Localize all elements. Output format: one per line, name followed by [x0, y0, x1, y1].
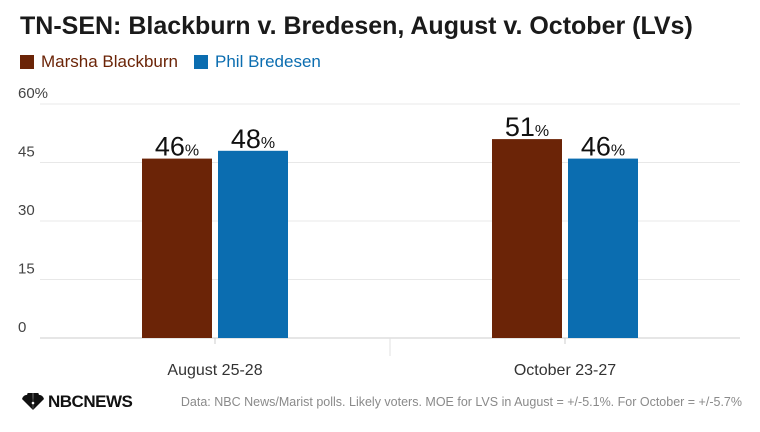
y-tick-label: 60%	[18, 85, 48, 102]
footer: NBCNEWS Data: NBC News/Marist polls. Lik…	[20, 390, 742, 414]
legend-swatch-blackburn	[20, 55, 34, 69]
y-tick-label: 15	[18, 261, 35, 278]
y-tick-label: 30	[18, 202, 35, 219]
legend-label-blackburn: Marsha Blackburn	[41, 52, 179, 71]
legend-swatch-bredesen	[194, 55, 209, 69]
data-label: 46%	[155, 132, 199, 162]
legend-item-blackburn: Marsha Blackburn	[20, 52, 178, 72]
data-label: 46%	[581, 132, 625, 162]
peacock-icon	[22, 393, 44, 410]
data-label: 48%	[231, 124, 275, 154]
y-tick-label: 45	[18, 144, 35, 161]
chart-title: TN-SEN: Blackburn v. Bredesen, August v.…	[20, 12, 693, 40]
x-tick-label: August 25-28	[167, 362, 262, 379]
source-note: Data: NBC News/Marist polls. Likely vote…	[180, 395, 742, 409]
bar-chart: 60% 45 30 15 0 August 25-28 46% 48% October 23-2…	[18, 85, 740, 379]
nbc-news-logo-text: NBCNEWS	[48, 392, 133, 411]
x-tick-label: October 23-27	[514, 362, 616, 379]
bar	[492, 139, 562, 338]
bar	[218, 150, 288, 338]
legend-item-bredesen: Phil Bredesen	[194, 52, 321, 72]
legend: Marsha Blackburn Phil Bredesen	[20, 52, 321, 72]
data-label: 51%	[505, 112, 549, 142]
y-tick-label: 0	[18, 319, 26, 336]
legend-label-bredesen: Phil Bredesen	[215, 52, 321, 71]
nbc-news-logo: NBCNEWS	[20, 392, 133, 412]
bar	[568, 158, 638, 338]
bar	[142, 158, 212, 338]
